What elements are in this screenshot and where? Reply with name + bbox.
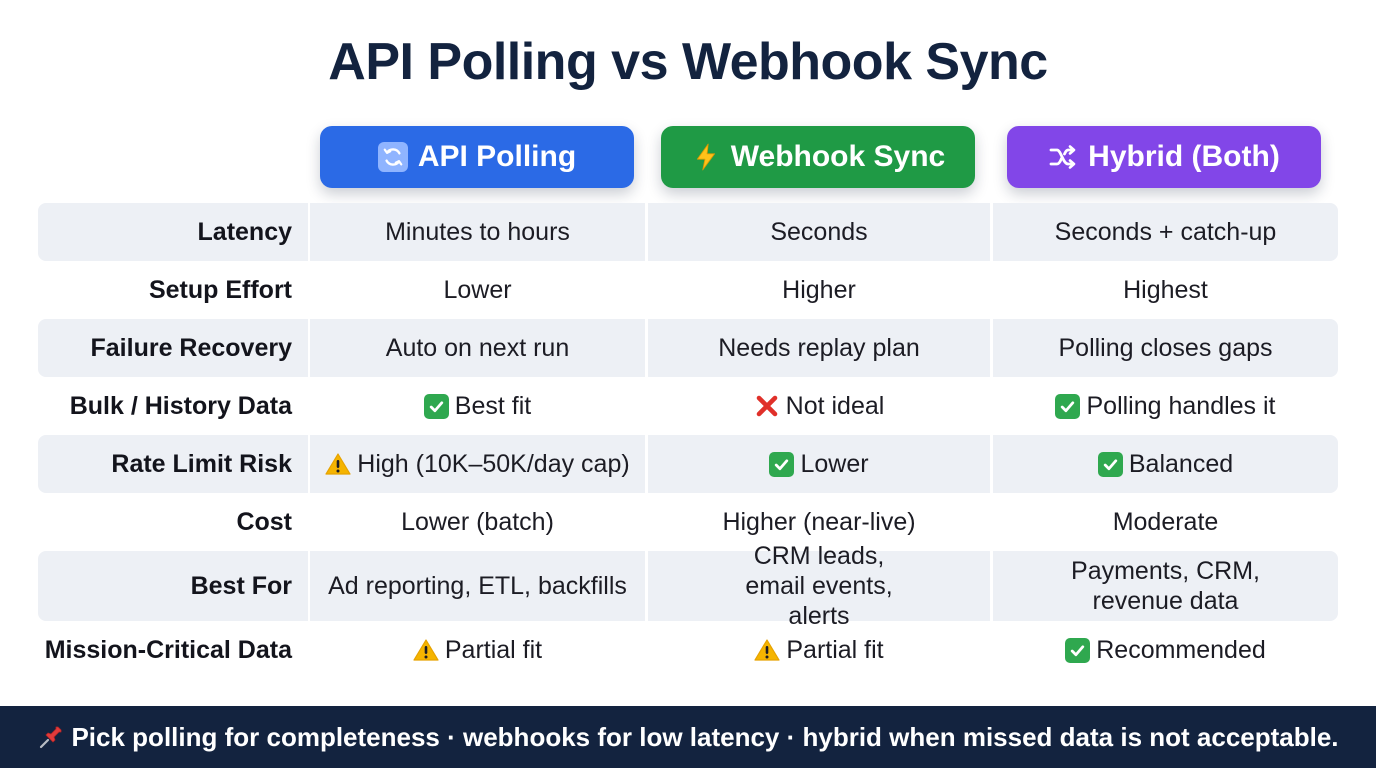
cell-text: Balanced bbox=[1128, 450, 1234, 478]
cell-webhook-sync: Lower bbox=[648, 435, 990, 493]
table-row-cost: Cost Lower (batch) Higher (near-live) Mo… bbox=[38, 493, 1338, 551]
row-label: Failure Recovery bbox=[38, 319, 308, 377]
warning-icon bbox=[413, 638, 439, 662]
check-icon bbox=[1065, 637, 1091, 663]
cell-api-polling: Ad reporting, ETL, backfills bbox=[310, 551, 645, 621]
cell-text: Ad reporting, ETL, backfills bbox=[328, 572, 627, 600]
cell-text: Seconds + catch-up bbox=[1054, 218, 1277, 246]
cell-text: Higher bbox=[782, 276, 856, 304]
cell-webhook-sync: Partial fit bbox=[648, 621, 990, 679]
cell-hybrid: Seconds + catch-up bbox=[993, 203, 1338, 261]
warning-icon bbox=[325, 452, 351, 476]
cell-text: CRM leads, email events, alerts bbox=[745, 542, 893, 630]
table-row-failure-recovery: Failure Recovery Auto on next run Needs … bbox=[38, 319, 1338, 377]
cell-hybrid: Payments, CRM, revenue data bbox=[993, 551, 1338, 621]
cell-text: Recommended bbox=[1096, 636, 1266, 664]
cell-text: High (10K–50K/day cap) bbox=[357, 450, 630, 478]
cell-text: Polling handles it bbox=[1086, 392, 1276, 420]
cell-api-polling: Lower bbox=[310, 261, 645, 319]
row-label: Bulk / History Data bbox=[69, 392, 292, 420]
cell-api-polling: Lower (batch) bbox=[310, 493, 645, 551]
row-label: Rate Limit Risk bbox=[38, 435, 308, 493]
cell-hybrid: Polling handles it bbox=[993, 377, 1338, 435]
table-row-bulk-history-data: Bulk / History Data Best fit Not ideal P… bbox=[38, 377, 1338, 435]
cell-webhook-sync: Needs replay plan bbox=[648, 319, 990, 377]
page-title: API Polling vs Webhook Sync bbox=[328, 33, 1048, 91]
column-header-label: API Polling bbox=[417, 140, 577, 173]
column-header-label: Hybrid (Both) bbox=[1088, 140, 1280, 173]
column-header-webhook-sync: Webhook Sync bbox=[661, 126, 975, 188]
footer-banner: Pick polling for completeness · webhooks… bbox=[0, 706, 1376, 768]
cell-text: Best fit bbox=[454, 392, 532, 420]
table-row-rate-limit-risk: Rate Limit Risk High (10K–50K/day cap) L… bbox=[38, 435, 1338, 493]
cell-hybrid: Balanced bbox=[993, 435, 1338, 493]
cell-text: Auto on next run bbox=[385, 334, 570, 362]
column-header-label: Webhook Sync bbox=[730, 140, 946, 173]
check-icon bbox=[423, 393, 449, 419]
cell-api-polling: Auto on next run bbox=[310, 319, 645, 377]
cell-api-polling: Partial fit bbox=[310, 621, 645, 679]
row-label: Mission-Critical Data bbox=[44, 636, 292, 664]
cell-text: Minutes to hours bbox=[385, 218, 570, 246]
cell-api-polling: Minutes to hours bbox=[310, 203, 645, 261]
shuffle-icon bbox=[1048, 142, 1078, 172]
row-label: Cost bbox=[236, 508, 292, 536]
cell-webhook-sync: Higher bbox=[648, 261, 990, 319]
cell-text: Moderate bbox=[1112, 508, 1219, 536]
cell-hybrid: Highest bbox=[993, 261, 1338, 319]
cell-text: Polling closes gaps bbox=[1058, 334, 1273, 362]
cell-text: Lower (batch) bbox=[401, 508, 554, 536]
table-row-mission-critical-data: Mission-Critical Data Partial fit Partia… bbox=[38, 621, 1338, 679]
row-label: Setup Effort bbox=[148, 276, 292, 304]
cell-api-polling: High (10K–50K/day cap) bbox=[310, 435, 645, 493]
table-row-latency: Latency Minutes to hours Seconds Seconds… bbox=[38, 203, 1338, 261]
cell-webhook-sync: Higher (near-live) bbox=[648, 493, 990, 551]
cross-icon bbox=[754, 393, 780, 419]
cell-text: Not ideal bbox=[785, 392, 885, 420]
cell-text: Higher (near-live) bbox=[722, 508, 916, 536]
cell-hybrid: Polling closes gaps bbox=[993, 319, 1338, 377]
footer-text: Pick polling for completeness · webhooks… bbox=[71, 721, 1339, 752]
lightning-icon bbox=[691, 142, 721, 172]
cell-text: Payments, CRM, revenue data bbox=[1071, 557, 1260, 615]
cell-webhook-sync: Not ideal bbox=[648, 377, 990, 435]
cell-text: Seconds bbox=[770, 218, 868, 246]
cell-text: Highest bbox=[1123, 276, 1208, 304]
cell-webhook-sync: Seconds bbox=[648, 203, 990, 261]
cell-text: Lower bbox=[443, 276, 512, 304]
cell-text: Partial fit bbox=[444, 636, 543, 664]
row-label: Best For bbox=[38, 551, 308, 621]
cell-text: Needs replay plan bbox=[718, 334, 920, 362]
cell-webhook-sync: CRM leads, email events, alerts bbox=[648, 542, 990, 630]
column-header-hybrid: Hybrid (Both) bbox=[1007, 126, 1321, 188]
check-icon bbox=[769, 451, 795, 477]
refresh-icon bbox=[377, 142, 408, 172]
table-row-best-for: Best For Ad reporting, ETL, backfills CR… bbox=[38, 542, 1338, 630]
column-header-api-polling: API Polling bbox=[320, 126, 634, 188]
cell-api-polling: Best fit bbox=[310, 377, 645, 435]
check-icon bbox=[1097, 451, 1123, 477]
cell-text: Lower bbox=[800, 450, 869, 478]
row-label: Latency bbox=[38, 203, 308, 261]
warning-icon bbox=[754, 638, 780, 662]
check-icon bbox=[1055, 393, 1081, 419]
cell-hybrid: Recommended bbox=[993, 621, 1338, 679]
pushpin-icon bbox=[37, 723, 65, 751]
cell-hybrid: Moderate bbox=[993, 493, 1338, 551]
cell-text: Partial fit bbox=[786, 636, 884, 664]
table-row-setup-effort: Setup Effort Lower Higher Highest bbox=[38, 261, 1338, 319]
